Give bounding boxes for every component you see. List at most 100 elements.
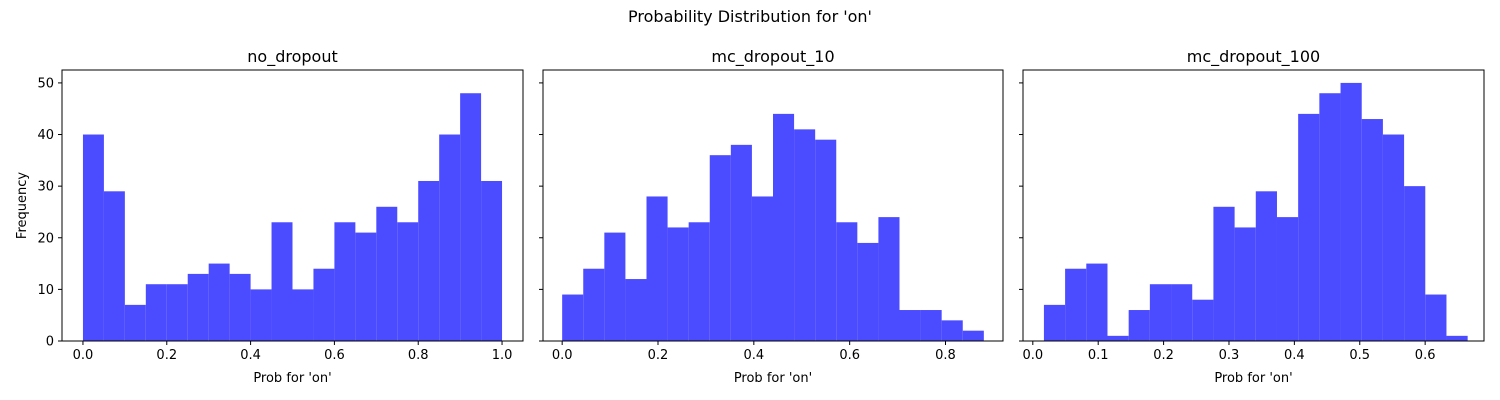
histogram-bar: [481, 180, 503, 341]
histogram-bar: [1065, 268, 1087, 341]
x-tick-label: 0.6: [839, 348, 860, 363]
x-tick-label: 0.1: [1088, 348, 1109, 363]
histogram-bar: [1086, 263, 1108, 341]
histogram-bars: [1043, 82, 1468, 342]
histogram-bar: [920, 310, 942, 341]
x-tick-label: 0.6: [1415, 348, 1436, 363]
axes-frame: [1022, 69, 1485, 342]
axes-frame: [542, 69, 1004, 342]
histogram-bar: [1255, 191, 1277, 341]
histogram-bar: [271, 222, 293, 341]
histogram-bars: [562, 113, 984, 341]
histogram-bar: [355, 232, 377, 341]
histogram-bar: [439, 134, 461, 341]
histogram-bar: [562, 294, 584, 341]
histogram-bar: [815, 139, 837, 341]
x-tick-label: 1.0: [492, 348, 513, 363]
histogram-bar: [103, 191, 125, 341]
histogram-bar: [878, 217, 900, 341]
histogram-bar: [688, 222, 710, 341]
x-tick-label: 0.0: [73, 348, 94, 363]
histogram-bar: [1446, 335, 1468, 341]
histogram-bars: [82, 93, 503, 341]
x-tick-label: 0.4: [1284, 348, 1305, 363]
y-tick-label: 20: [37, 231, 54, 246]
x-axis-label: Prob for 'on': [253, 371, 331, 386]
x-tick-label: 0.3: [1219, 348, 1240, 363]
histogram-bar: [625, 279, 647, 341]
subplot-mc_dropout_100: mc_dropout_100 0.0 0.1 0.2 0.3 0.4 0.5 0.6 Prob …: [1019, 47, 1485, 386]
histogram-bar: [166, 284, 188, 341]
x-axis-label: Prob for 'on': [1214, 371, 1292, 386]
histogram-bar: [1425, 294, 1447, 341]
histogram-bar: [1171, 284, 1193, 341]
x-tick-label: 0.4: [240, 348, 261, 363]
histogram-bar: [899, 310, 921, 341]
subplot-title: mc_dropout_10: [711, 47, 834, 67]
histogram-bar: [836, 222, 858, 341]
y-tick-label: 0: [46, 335, 54, 350]
histogram-bar: [145, 284, 167, 341]
histogram-bar: [250, 289, 272, 341]
histogram-bar: [1404, 186, 1426, 341]
histogram-bar: [646, 196, 668, 341]
y-tick-label: 40: [37, 128, 54, 143]
x-tick-label: 0.8: [408, 348, 429, 363]
x-tick-label: 0.5: [1349, 348, 1370, 363]
histogram-bar: [730, 144, 752, 341]
histogram-bar: [418, 180, 440, 341]
histogram-bar: [397, 222, 419, 341]
histogram-bar: [667, 227, 689, 341]
subplot-title: no_dropout: [247, 47, 337, 67]
x-tick-label: 0.2: [1153, 348, 1174, 363]
subplot-mc_dropout_10: mc_dropout_10 0.0 0.2 0.4 0.6 0.8 Prob for 'on…: [539, 47, 1004, 386]
x-tick-label: 0.2: [648, 348, 669, 363]
histogram-bar: [1128, 310, 1150, 341]
subplot-title: mc_dropout_100: [1187, 47, 1320, 67]
histogram-bar: [857, 242, 879, 341]
histogram-bar: [962, 330, 984, 341]
histogram-bar: [82, 134, 104, 341]
histogram-bar: [604, 232, 626, 341]
histogram-bar: [1192, 299, 1214, 341]
histogram-bar: [187, 273, 209, 341]
histogram-bar: [1382, 134, 1405, 341]
histogram-bar: [1361, 119, 1383, 342]
x-axis-label: Prob for 'on': [734, 371, 812, 386]
histogram-bar: [313, 268, 335, 341]
histogram-bar: [1107, 335, 1129, 341]
subplot-no_dropout: no_dropout 0.0 0.2 0.4 0.6 0.8 1.0 0 10 20 30 40 50 P…: [15, 47, 524, 386]
histogram-bar: [460, 93, 482, 341]
subplot-panels: no_dropout 0.0 0.2 0.4 0.6 0.8 1.0 0 10 20 30 40 50 P…: [15, 47, 1485, 386]
x-tick-label: 0.4: [743, 348, 764, 363]
histogram-bar: [1298, 113, 1320, 341]
histogram-bar: [583, 268, 605, 341]
histogram-bar: [751, 196, 773, 341]
histogram-bar: [334, 222, 356, 341]
y-tick-label: 10: [37, 283, 54, 298]
histogram-bar: [1213, 206, 1235, 341]
histogram-bar: [208, 263, 230, 341]
histogram-bar: [1276, 217, 1299, 341]
histogram-bar: [1319, 93, 1341, 341]
x-tick-label: 0.0: [1022, 348, 1043, 363]
histogram-bar: [1234, 227, 1256, 341]
figure-suptitle: Probability Distribution for 'on': [628, 7, 872, 26]
histogram-bar: [229, 273, 251, 341]
histogram-bar: [124, 304, 146, 341]
x-tick-label: 0.2: [156, 348, 177, 363]
histogram-bar: [794, 129, 816, 341]
histogram-bar: [1149, 284, 1172, 341]
x-tick-label: 0.6: [324, 348, 345, 363]
histogram-bar: [1340, 82, 1362, 342]
y-tick-label: 30: [37, 180, 54, 195]
histogram-bar: [1043, 304, 1066, 341]
histogram-bar: [376, 206, 398, 341]
histogram-bar: [292, 289, 314, 341]
y-axis-label: Frequency: [15, 172, 30, 239]
axes-frame: [61, 69, 524, 342]
x-tick-label: 0.8: [935, 348, 956, 363]
y-tick-label: 50: [37, 76, 54, 91]
x-tick-label: 0.0: [552, 348, 573, 363]
